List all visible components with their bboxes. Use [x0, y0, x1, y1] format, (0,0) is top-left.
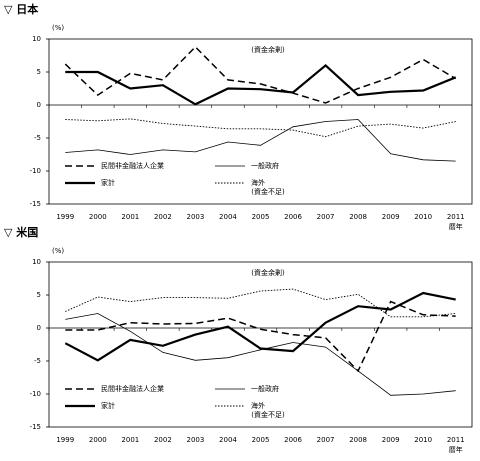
plot-frame	[48, 261, 473, 428]
annotation: (資金余剰)	[251, 268, 285, 277]
x-tick-label: 2000	[89, 213, 107, 221]
chart-title: ▽ 日本	[4, 2, 38, 16]
legend-label: 家計	[101, 178, 115, 187]
series-line	[65, 300, 456, 373]
x-tick-label: 2011	[447, 213, 465, 221]
x-tick-label: 2006	[284, 213, 302, 221]
y-tick-label: -15	[30, 200, 41, 208]
chart-title: ▽ 米国	[4, 225, 38, 239]
series-line	[65, 118, 456, 138]
y-tick-label: -10	[30, 390, 41, 398]
series-line	[64, 291, 456, 362]
y-tick-label: -15	[30, 423, 41, 431]
y-tick-label: 10	[32, 35, 41, 43]
legend-label: 民間非金融法人企業	[101, 384, 164, 393]
x-tick-label: 2010	[414, 213, 432, 221]
y-tick-label: 10	[32, 258, 41, 266]
x-tick-label: 2004	[219, 436, 237, 444]
legend-label: 家計	[101, 401, 115, 410]
y-tick-label: -10	[30, 167, 41, 175]
plot-frame	[48, 38, 473, 205]
y-tick-label: 0	[37, 101, 41, 109]
series-line	[65, 288, 456, 318]
series-line	[64, 45, 457, 104]
unit-label: (%)	[52, 247, 64, 255]
series-line	[65, 313, 456, 396]
x-tick-label: 2002	[154, 436, 172, 444]
series-line	[65, 119, 456, 162]
x-tick-label: 2009	[382, 436, 400, 444]
x-tick-label: 2001	[121, 213, 139, 221]
x-tick-label: 2010	[414, 436, 432, 444]
x-tick-label: 2008	[349, 436, 367, 444]
legend-label: 海外	[251, 401, 265, 410]
x-tick-label: 1999	[56, 436, 74, 444]
x-axis-label: 暦年	[449, 445, 463, 454]
x-tick-label: 2007	[317, 213, 335, 221]
annotation: (資金余剰)	[251, 45, 285, 54]
x-tick-label: 2006	[284, 436, 302, 444]
legend-label: 海外	[251, 178, 265, 187]
series-line	[65, 63, 457, 106]
unit-label: (%)	[52, 24, 64, 32]
x-tick-label: 2002	[154, 213, 172, 221]
x-tick-label: 2005	[252, 436, 270, 444]
y-tick-label: 0	[37, 324, 41, 332]
legend-label: 一般政府	[251, 384, 279, 393]
y-tick-label: -5	[34, 134, 41, 142]
x-tick-label: 2003	[187, 436, 205, 444]
x-tick-label: 2000	[89, 436, 107, 444]
annotation: (資金不足)	[251, 410, 285, 419]
x-tick-label: 2007	[317, 436, 335, 444]
x-tick-label: 2003	[187, 213, 205, 221]
x-tick-label: 2005	[252, 213, 270, 221]
y-tick-label: -5	[34, 357, 41, 365]
x-tick-label: 2008	[349, 213, 367, 221]
x-tick-label: 2011	[447, 436, 465, 444]
y-tick-label: 5	[37, 291, 41, 299]
x-tick-label: 2001	[121, 436, 139, 444]
x-tick-label: 2009	[382, 213, 400, 221]
x-tick-label: 1999	[56, 213, 74, 221]
annotation: (資金不足)	[251, 187, 285, 196]
x-tick-label: 2004	[219, 213, 237, 221]
y-tick-label: 5	[37, 68, 41, 76]
legend-label: 民間非金融法人企業	[101, 161, 164, 170]
legend-label: 一般政府	[251, 161, 279, 170]
x-axis-label: 暦年	[449, 222, 463, 231]
